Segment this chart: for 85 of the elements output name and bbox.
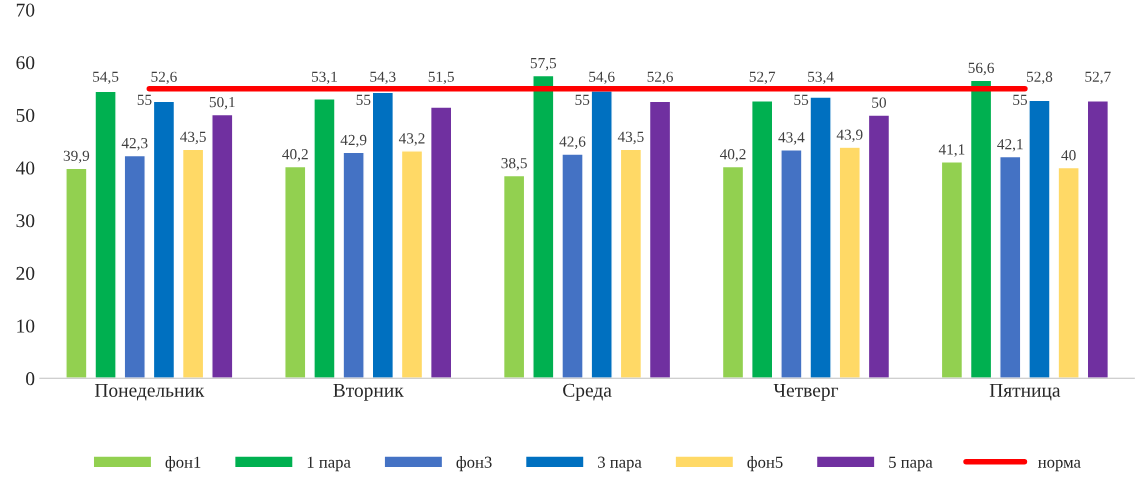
data-label: 40,2: [719, 149, 746, 162]
data-label: 53,4: [808, 71, 834, 85]
data-label: 52,7: [749, 71, 776, 85]
data-label: 54,6: [589, 71, 615, 85]
bar: [1057, 166, 1080, 379]
bar: [1086, 100, 1110, 379]
bar: [721, 165, 745, 379]
bar: [838, 146, 861, 379]
data-label: 54,5: [93, 71, 119, 85]
data-label: 42,9: [340, 134, 367, 148]
bar: [429, 106, 453, 379]
bar: [400, 150, 424, 379]
bar: [371, 91, 395, 379]
y-tick-label: 30: [16, 214, 35, 228]
legend-label: фон3: [456, 456, 492, 472]
bar: [502, 174, 526, 379]
data-label: 53,1: [311, 71, 337, 85]
legend-label: 5 пара: [889, 456, 933, 472]
bar: [94, 90, 117, 379]
data-label: 42,3: [121, 138, 148, 151]
data-label: 55: [794, 94, 809, 105]
legend-label: фон1: [165, 456, 201, 472]
bar: [152, 100, 176, 379]
legend-label: 1 пара: [307, 456, 351, 472]
bar: [648, 100, 672, 379]
y-tick-label: 0: [26, 372, 35, 386]
y-tick-label: 20: [16, 266, 35, 280]
x-tick-label: Вторник: [333, 383, 404, 401]
bar: [284, 165, 307, 379]
data-label: 55: [137, 94, 152, 105]
bar: [561, 153, 584, 379]
bar: [969, 79, 993, 379]
data-label: 52,6: [647, 71, 673, 85]
data-label: 52,7: [1085, 71, 1111, 85]
data-label: 41,1: [938, 144, 965, 157]
data-label: 43,9: [836, 129, 863, 143]
data-label: 50,1: [209, 96, 235, 110]
legend-label: 3 пара: [598, 456, 642, 472]
data-label: 39,9: [63, 150, 90, 164]
data-label: 50: [872, 97, 886, 108]
data-label: 55: [356, 94, 371, 105]
bar: [1028, 99, 1051, 379]
bar: [532, 74, 555, 379]
data-label: 43,5: [180, 131, 206, 145]
bar: [999, 155, 1022, 379]
data-label: 43,2: [398, 133, 425, 146]
legend-label: фон5: [747, 456, 783, 472]
legend-label: норма: [1038, 459, 1081, 472]
bar: [123, 154, 146, 379]
bar: [342, 151, 365, 379]
data-label: 54,3: [370, 71, 396, 85]
x-tick-label: Пятница: [989, 383, 1061, 401]
bar: [751, 100, 774, 379]
data-label: 40: [1061, 150, 1076, 161]
y-tick-label: 40: [15, 161, 35, 175]
data-label: 38,5: [501, 157, 527, 171]
bar: [211, 113, 234, 379]
y-tick-label: 50: [16, 108, 35, 122]
bar: [181, 148, 205, 379]
data-label: 55: [575, 94, 590, 105]
data-label: 52,6: [151, 71, 177, 85]
bar: [313, 97, 336, 379]
x-tick-label: Понедельник: [94, 383, 205, 401]
bar: [780, 149, 803, 379]
data-label: 42,6: [559, 136, 586, 149]
y-tick-label: 60: [16, 56, 35, 70]
data-label: 43,4: [778, 132, 805, 145]
data-label: 43,5: [617, 131, 644, 145]
data-label: 40,2: [282, 149, 308, 162]
bar: [590, 90, 613, 379]
y-tick-label: 70: [16, 3, 35, 17]
bar: [619, 148, 643, 379]
bar: [65, 167, 88, 379]
x-tick-label: Среда: [563, 383, 612, 401]
data-label: 57,5: [530, 58, 557, 71]
x-tick-label: Четверг: [773, 383, 839, 401]
y-tick-label: 10: [17, 319, 35, 333]
bar: [809, 96, 832, 379]
bar: [867, 114, 891, 379]
data-label: 51,5: [428, 71, 454, 85]
data-label: 52,8: [1026, 71, 1053, 85]
data-label: 42,1: [997, 139, 1023, 152]
data-label: 56,6: [968, 62, 994, 76]
bar: [940, 161, 964, 379]
data-label: 55: [1013, 94, 1028, 105]
